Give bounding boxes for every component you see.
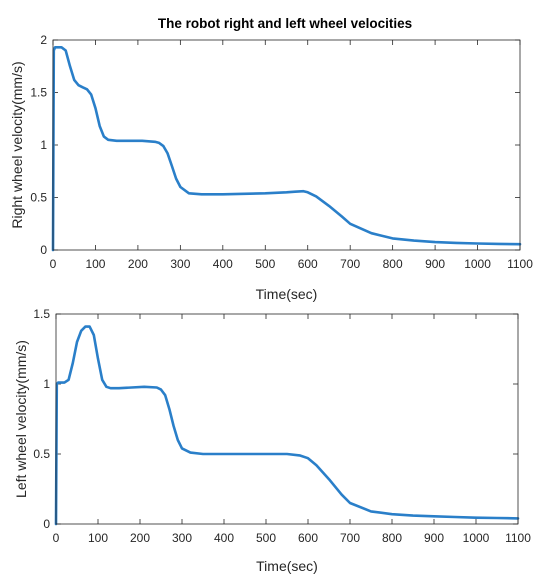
y-tick-label: 0.5 [30,191,47,205]
x-tick-label: 600 [298,531,318,545]
x-tick-label: 600 [298,257,318,271]
x-tick-label: 300 [170,257,190,271]
x-tick-label: 500 [256,531,276,545]
x-tick-label: 0 [53,531,60,545]
x-tick-label: 400 [213,257,233,271]
y-tick-label: 1 [43,377,50,391]
x-tick-label: 100 [88,531,108,545]
x-tick-label: 1100 [505,531,531,545]
x-tick-label: 400 [214,531,234,545]
figure-title: The robot right and left wheel velocitie… [158,16,412,31]
x-tick-label: 300 [172,531,192,545]
right-wheel-plot: 0 100 200 300 400 500 600 700 800 900 1000 1100 0 0.5… [9,33,533,302]
y-axis-label: Right wheel velocity(mm/s) [9,61,25,228]
x-tick-label: 800 [382,531,402,545]
y-tick-label: 0 [43,517,50,531]
x-tick-label: 900 [424,531,444,545]
x-tick-label: 800 [383,257,403,271]
y-tick-label: 0 [40,243,47,257]
y-tick-label: 2 [40,33,47,47]
x-tick-label: 200 [128,257,148,271]
x-tick-label: 0 [50,257,57,271]
left-wheel-velocity-line [54,325,520,526]
x-tick-label: 700 [340,257,360,271]
x-tick-label: 1100 [507,257,533,271]
x-axis-label: Time(sec) [256,558,318,574]
x-tick-label: 1000 [463,531,490,545]
y-tick-label: 1.5 [33,307,50,321]
plot-frame [55,313,519,525]
left-wheel-plot: 0 100 200 300 400 500 600 700 800 900 1000 1100 0 0.5… [13,307,531,574]
x-tick-label: 1000 [464,257,491,271]
y-axis-label: Left wheel velocity(mm/s) [13,340,29,498]
x-axis-label: Time(sec) [256,286,318,302]
x-tick-label: 700 [340,531,360,545]
x-tick-label: 500 [255,257,275,271]
y-tick-label: 0.5 [33,447,50,461]
x-tick-label: 900 [425,257,445,271]
x-tick-label: 100 [85,257,105,271]
right-wheel-velocity-line [51,45,522,252]
plot-frame [52,39,521,251]
y-tick-label: 1.5 [30,86,47,100]
y-tick-label: 1 [40,138,47,152]
x-tick-label: 200 [130,531,150,545]
